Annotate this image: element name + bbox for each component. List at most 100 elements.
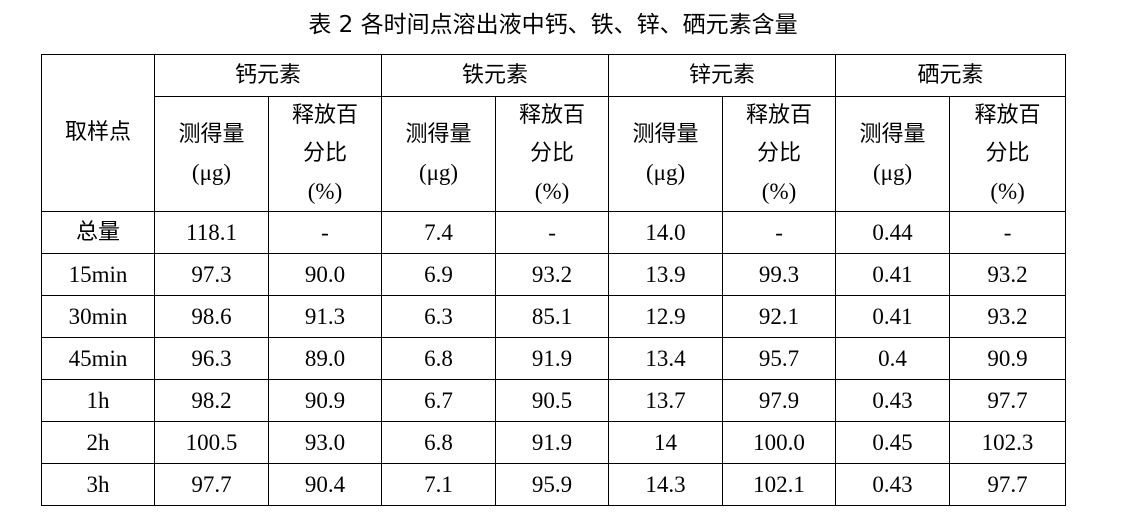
table-cell: - [949, 211, 1067, 254]
table-cell: 90.9 [949, 337, 1067, 380]
table-cell: 118.1 [154, 211, 269, 254]
release-label-line2: 分比 [530, 141, 575, 166]
release-label-line2: 分比 [303, 141, 348, 166]
table-cell: 0.45 [835, 421, 951, 464]
measured-header-selenium: 测得量 (μg) [835, 96, 951, 212]
release-label-line1: 释放百 [974, 103, 1041, 128]
group-header-calcium: 钙元素 [153, 54, 383, 97]
table-cell: 0.41 [835, 253, 951, 296]
table-cell: 0.43 [835, 379, 951, 422]
release-unit: (%) [534, 179, 570, 204]
table-cell: 6.3 [381, 295, 497, 338]
row-label: 1h [41, 379, 155, 422]
table-cell: 12.9 [608, 295, 724, 338]
row-label-header: 取样点 [41, 54, 155, 212]
row-label: 2h [41, 421, 155, 464]
table-row: 1h 98.2 90.9 6.7 90.5 13.7 97.9 0.43 97.… [41, 379, 1067, 422]
table-cell: 0.41 [835, 295, 951, 338]
table-cell: 90.0 [267, 253, 383, 296]
table-cell: 91.3 [267, 295, 383, 338]
table-cell: 93.2 [495, 253, 610, 296]
measured-unit: (μg) [418, 160, 459, 185]
table-cell: 6.8 [381, 421, 497, 464]
table-cell: 96.3 [154, 337, 269, 380]
table-cell: 13.9 [608, 253, 724, 296]
measured-label: 测得量 [405, 122, 472, 147]
table-cell: 89.0 [267, 337, 383, 380]
release-header-zinc: 释放百 分比 (%) [722, 96, 837, 212]
table-cell: 102.1 [722, 463, 837, 506]
table-cell: 93.2 [949, 295, 1067, 338]
row-label: 总量 [41, 211, 155, 254]
table-cell: 0.4 [835, 337, 951, 380]
table-cell: 85.1 [495, 295, 610, 338]
table-cell: 90.4 [267, 463, 383, 506]
table-cell: - [495, 211, 610, 254]
table-cell: 14.3 [608, 463, 724, 506]
measured-unit: (μg) [872, 160, 913, 185]
table-cell: 6.7 [381, 379, 497, 422]
release-header-selenium: 释放百 分比 (%) [949, 96, 1067, 212]
table-cell: 7.1 [381, 463, 497, 506]
table-cell: 92.1 [722, 295, 837, 338]
table-caption: 表 2 各时间点溶出液中钙、铁、锌、硒元素含量 [308, 12, 798, 38]
table-cell: 91.9 [495, 421, 610, 464]
table-cell: 97.7 [949, 463, 1067, 506]
table-row: 30min 98.6 91.3 6.3 85.1 12.9 92.1 0.41 … [41, 295, 1067, 338]
row-label: 45min [41, 337, 155, 380]
table-cell: 0.44 [835, 211, 951, 254]
table-cell: 95.9 [495, 463, 610, 506]
table-cell: 14 [608, 421, 724, 464]
measured-header-calcium: 测得量 (μg) [154, 96, 269, 212]
measured-label: 测得量 [859, 122, 926, 147]
table-cell: 91.9 [495, 337, 610, 380]
group-header-iron: 铁元素 [381, 54, 610, 97]
release-label-line1: 释放百 [292, 103, 359, 128]
row-label: 3h [41, 463, 155, 506]
table-cell: 97.7 [154, 463, 269, 506]
measured-label: 测得量 [632, 122, 699, 147]
release-header-calcium: 释放百 分比 (%) [267, 96, 383, 212]
release-header-iron: 释放百 分比 (%) [495, 96, 610, 212]
table-cell: 98.2 [154, 379, 269, 422]
table-row: 2h 100.5 93.0 6.8 91.9 14 100.0 0.45 102… [41, 421, 1067, 464]
release-unit: (%) [307, 179, 343, 204]
table-row: 总量 118.1 - 7.4 - 14.0 - 0.44 - [41, 211, 1067, 254]
table-cell: 100.5 [154, 421, 269, 464]
header-group-row: 取样点 钙元素 铁元素 锌元素 硒元素 [41, 54, 1067, 212]
row-label: 30min [41, 295, 155, 338]
table-cell: 7.4 [381, 211, 497, 254]
measured-unit: (μg) [645, 160, 686, 185]
table-cell: 99.3 [722, 253, 837, 296]
element-content-table: 取样点 钙元素 铁元素 锌元素 硒元素 测得量 (μg) 释放百 分比 (%) … [41, 54, 1067, 506]
table-cell: 102.3 [949, 421, 1067, 464]
table-cell: 97.7 [949, 379, 1067, 422]
group-header-zinc: 锌元素 [608, 54, 837, 97]
table-cell: 6.8 [381, 337, 497, 380]
table-cell: 90.9 [267, 379, 383, 422]
table-cell: - [722, 211, 837, 254]
table-cell: 13.7 [608, 379, 724, 422]
table-cell: 90.5 [495, 379, 610, 422]
table-cell: - [267, 211, 383, 254]
measured-header-zinc: 测得量 (μg) [608, 96, 724, 212]
table-cell: 98.6 [154, 295, 269, 338]
table-cell: 6.9 [381, 253, 497, 296]
table-cell: 0.43 [835, 463, 951, 506]
table-cell: 13.4 [608, 337, 724, 380]
table-cell: 100.0 [722, 421, 837, 464]
header-sub-row: 测得量 (μg) 释放百 分比 (%) 测得量 (μg) 释放百 分比 (%) … [42, 96, 1067, 212]
measured-header-iron: 测得量 (μg) [381, 96, 497, 212]
table-row: 45min 96.3 89.0 6.8 91.9 13.4 95.7 0.4 9… [41, 337, 1067, 380]
table-cell: 97.9 [722, 379, 837, 422]
table-row: 3h 97.7 90.4 7.1 95.9 14.3 102.1 0.43 97… [41, 463, 1067, 506]
measured-unit: (μg) [191, 160, 232, 185]
table-cell: 93.0 [267, 421, 383, 464]
table-cell: 97.3 [154, 253, 269, 296]
release-label-line2: 分比 [985, 141, 1030, 166]
release-unit: (%) [990, 179, 1025, 204]
table-row: 15min 97.3 90.0 6.9 93.2 13.9 99.3 0.41 … [41, 253, 1067, 296]
table-cell: 14.0 [608, 211, 724, 254]
table-cell: 93.2 [949, 253, 1067, 296]
release-label-line2: 分比 [757, 141, 802, 166]
